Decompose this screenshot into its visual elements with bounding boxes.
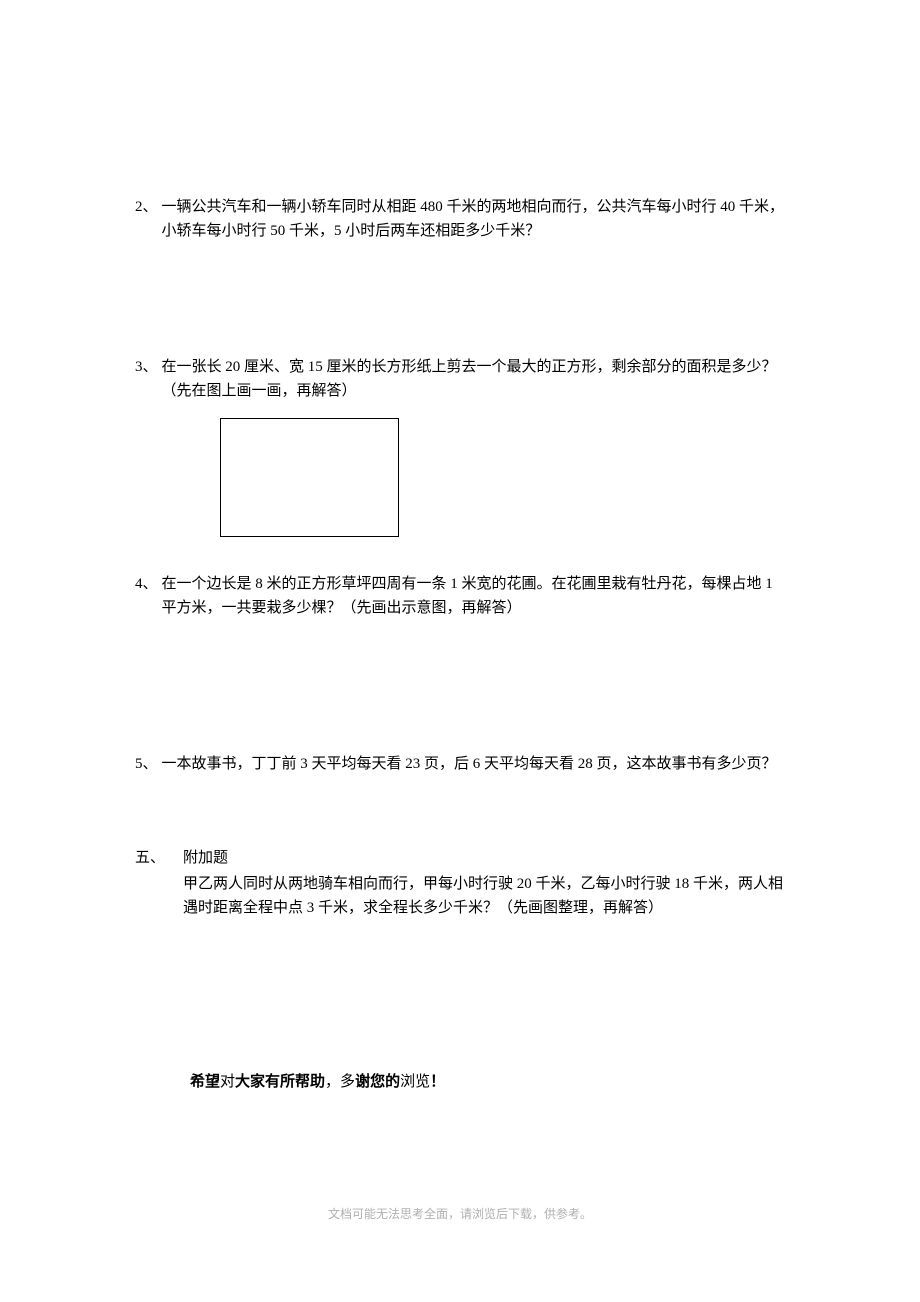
section-title: 附加题 [183,846,785,870]
answer-space [135,632,785,752]
question-text: 一本故事书，丁丁前 3 天平均每天看 23 页，后 6 天平均每天看 28 页，… [162,752,785,776]
footer-part: 谢您的 [355,1074,400,1090]
question-number: 4、 [135,572,158,620]
bottom-footer-note: 文档可能无法思考全面，请浏览后下载，供参考。 [0,1205,920,1222]
question-4: 4、 在一个边长是 8 米的正方形草坪四周有一条 1 米宽的花圃。在花圃里栽有牡… [135,572,785,620]
footer-part: ！ [430,1074,445,1090]
rectangle-diagram [220,418,399,537]
footer-part: 大家有所帮助 [235,1074,325,1090]
section-text: 甲乙两人同时从两地骑车相向而行，甲每小时行驶 20 千米，乙每小时行驶 18 千… [183,872,785,920]
answer-space [135,255,785,355]
question-text: 在一个边长是 8 米的正方形草坪四周有一条 1 米宽的花圃。在花圃里栽有牡丹花，… [162,572,785,620]
question-2: 2、 一辆公共汽车和一辆小轿车同时从相距 480 千米的两地相向而行，公共汽车每… [135,195,785,243]
question-number: 5、 [135,752,158,776]
footer-part: 希望 [190,1074,220,1090]
footer-part: ，多 [325,1074,355,1090]
question-text: 在一张长 20 厘米、宽 15 厘米的长方形纸上剪去一个最大的正方形，剩余部分的… [162,355,785,403]
answer-space [135,552,785,572]
question-text: 一辆公共汽车和一辆小轿车同时从相距 480 千米的两地相向而行，公共汽车每小时行… [162,195,785,243]
question-number: 2、 [135,195,158,243]
question-number: 3、 [135,355,158,403]
section-five: 五、 附加题 甲乙两人同时从两地骑车相向而行，甲每小时行驶 20 千米，乙每小时… [135,846,785,920]
question-5: 5、 一本故事书，丁丁前 3 天平均每天看 23 页，后 6 天平均每天看 28… [135,752,785,776]
section-number: 五、 [135,846,165,920]
footer-part: 浏览 [400,1074,430,1090]
document-page: 2、 一辆公共汽车和一辆小轿车同时从相距 480 千米的两地相向而行，公共汽车每… [0,0,920,1094]
footer-part: 对 [220,1074,235,1090]
footer-message: 希望对大家有所帮助，多谢您的浏览！ [190,1070,785,1094]
question-3: 3、 在一张长 20 厘米、宽 15 厘米的长方形纸上剪去一个最大的正方形，剩余… [135,355,785,403]
section-body: 附加题 甲乙两人同时从两地骑车相向而行，甲每小时行驶 20 千米，乙每小时行驶 … [183,846,785,920]
